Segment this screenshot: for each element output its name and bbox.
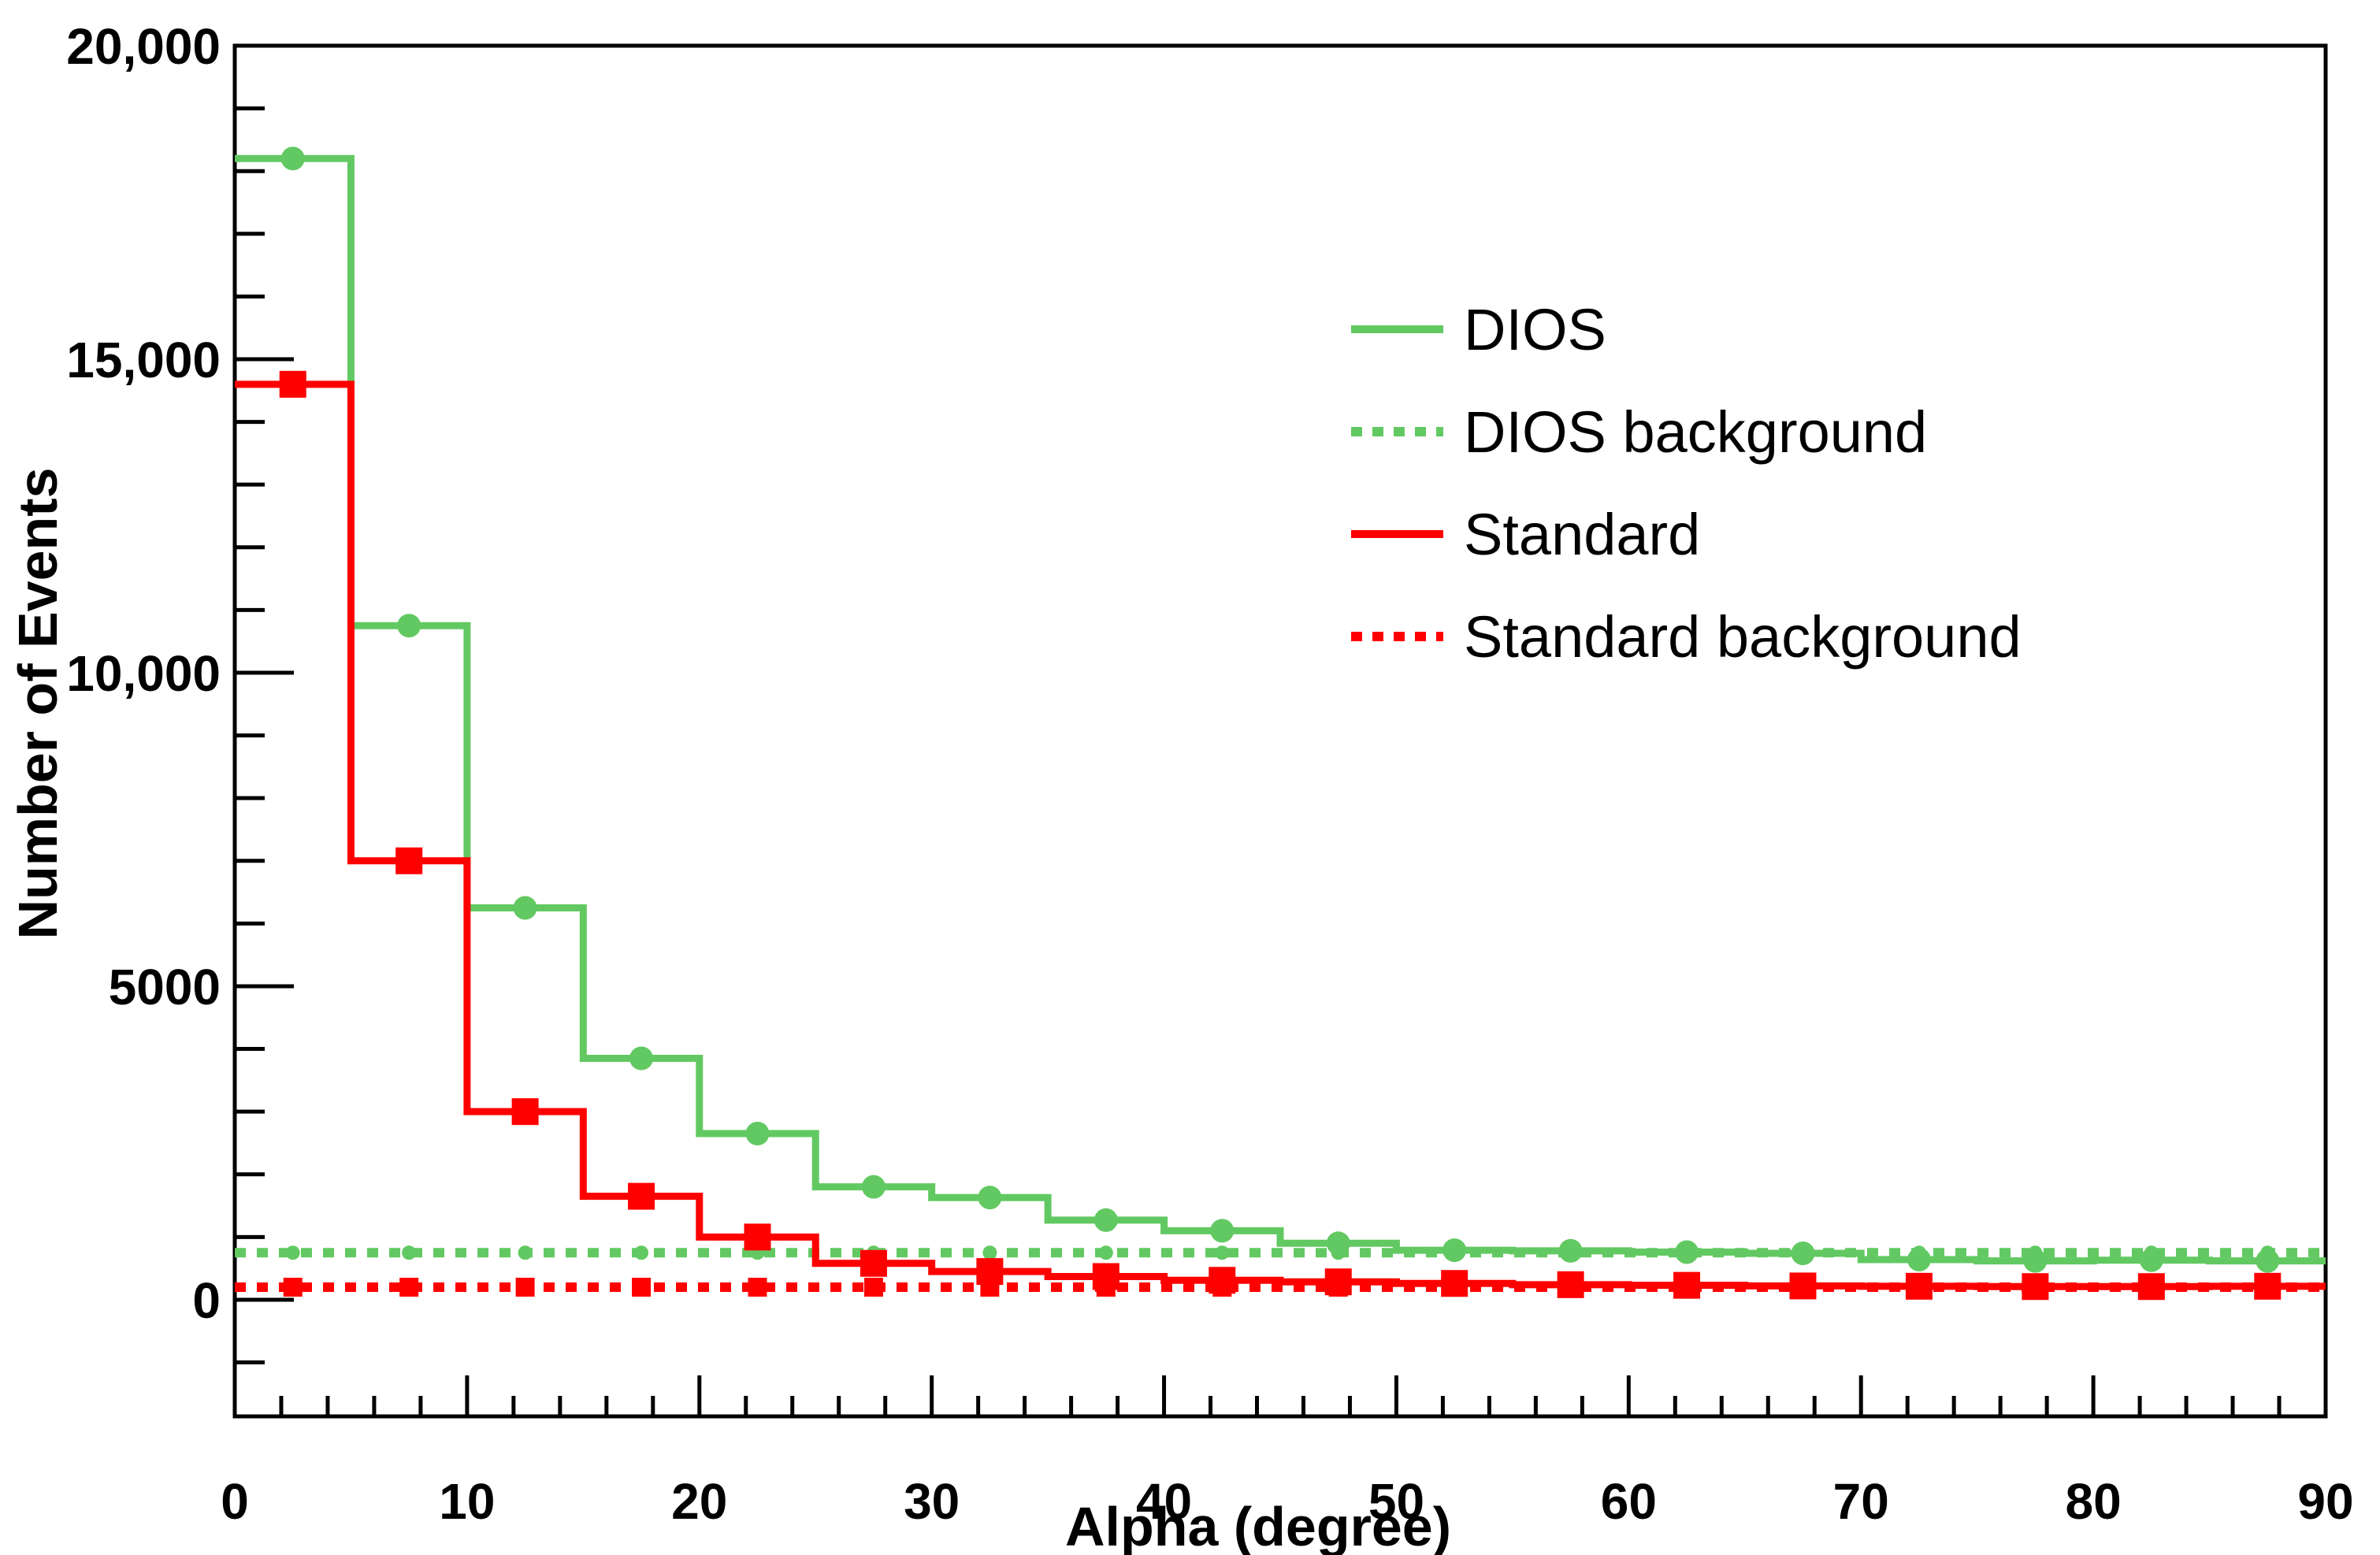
- series-dios-background-marker: [2028, 1245, 2043, 1260]
- series-dios-background-marker: [2260, 1245, 2275, 1260]
- series-standard-background-marker: [748, 1278, 767, 1297]
- series-dios-background-marker: [634, 1245, 649, 1260]
- series-standard-line: [235, 380, 2326, 1290]
- series-dios-background-marker: [1795, 1245, 1810, 1260]
- x-tick-label: 20: [671, 1473, 727, 1530]
- x-tick-label: 50: [1368, 1473, 1424, 1530]
- series-standard-background-marker: [399, 1278, 419, 1297]
- series-dios-marker: [745, 1122, 770, 1146]
- series-standard-background-marker: [632, 1278, 652, 1297]
- series-dios-marker: [1093, 1208, 1118, 1232]
- x-tick-label: 80: [2066, 1473, 2122, 1530]
- series-dios-background-marker: [402, 1245, 417, 1260]
- series-dios-marker: [978, 1186, 1002, 1210]
- series-standard-background-marker: [1793, 1278, 1813, 1297]
- series-standard-background-marker: [1096, 1278, 1116, 1297]
- series-dios-background-marker: [1563, 1245, 1578, 1260]
- legend-item-standard-background-label: Standard background: [1464, 604, 2022, 670]
- series-standard-background-marker: [1909, 1278, 1929, 1297]
- y-tick-label: 0: [192, 1272, 221, 1329]
- x-tick-label: 90: [2297, 1473, 2353, 1530]
- series-dios-marker: [1210, 1219, 1235, 1243]
- y-tick-label: 5000: [109, 959, 221, 1015]
- x-tick-label: 70: [1833, 1473, 1889, 1530]
- legend-item-standard-label: Standard: [1464, 502, 1700, 567]
- series-standard-marker: [279, 370, 306, 398]
- series-standard-background-marker: [1212, 1278, 1232, 1297]
- series-dios-background-marker: [2144, 1245, 2159, 1260]
- y-tick-label: 20,000: [66, 18, 221, 75]
- series-dios-marker: [280, 147, 305, 171]
- x-tick-label: 30: [904, 1473, 960, 1530]
- legend-item-dios-label: DIOS: [1464, 297, 1606, 362]
- x-axis-title: Alpha (degree): [1065, 1496, 1451, 1555]
- x-tick-label: 60: [1601, 1473, 1657, 1530]
- series-dios-background-marker: [1680, 1245, 1695, 1260]
- legend-item-dios-background-label: DIOS background: [1464, 399, 1927, 465]
- series-dios-background-marker: [518, 1245, 533, 1260]
- series-standard-marker: [744, 1223, 771, 1251]
- series-dios-background-marker: [285, 1245, 300, 1260]
- series-dios-marker: [397, 614, 421, 638]
- series-dios-background-marker: [1911, 1245, 1926, 1260]
- y-tick-label: 10,000: [66, 645, 221, 702]
- series-standard-marker: [395, 847, 423, 874]
- plot-frame: [232, 43, 2328, 1419]
- series-standard-background-marker: [1328, 1278, 1348, 1297]
- y-axis-title: Number of Events: [7, 468, 69, 940]
- series-standard-background-marker: [515, 1278, 535, 1297]
- series-standard-marker: [628, 1182, 655, 1210]
- x-tick-label: 10: [439, 1473, 495, 1530]
- series-dios-marker: [861, 1175, 886, 1199]
- y-tick-label: 15,000: [66, 332, 221, 388]
- series-standard-marker: [511, 1098, 539, 1126]
- series-dios-background-marker: [1331, 1245, 1346, 1260]
- series-standard-background-marker: [2258, 1278, 2278, 1297]
- series-dios-marker: [629, 1046, 654, 1071]
- x-tick-label: 40: [1136, 1473, 1192, 1530]
- series-dios-marker: [513, 896, 537, 920]
- series-standard-marker: [860, 1249, 887, 1277]
- series-standard-background-marker: [283, 1278, 303, 1297]
- series-standard-background-marker: [1677, 1278, 1697, 1297]
- series-standard-background-marker: [2025, 1278, 2045, 1297]
- x-tick-label: 0: [221, 1473, 249, 1530]
- series-standard-background-marker: [863, 1278, 883, 1297]
- series-dios-background-marker: [982, 1245, 997, 1260]
- series-standard-background-marker: [1561, 1278, 1580, 1297]
- series-standard-background-marker: [980, 1278, 1000, 1297]
- series-standard-background-marker: [1445, 1278, 1465, 1297]
- series-dios-background-marker: [1215, 1245, 1230, 1260]
- series-dios-background-marker: [1447, 1245, 1462, 1260]
- series-dios-background-marker: [1098, 1245, 1113, 1260]
- series-standard-background-marker: [2141, 1278, 2161, 1297]
- series-dios-line: [235, 154, 2326, 1265]
